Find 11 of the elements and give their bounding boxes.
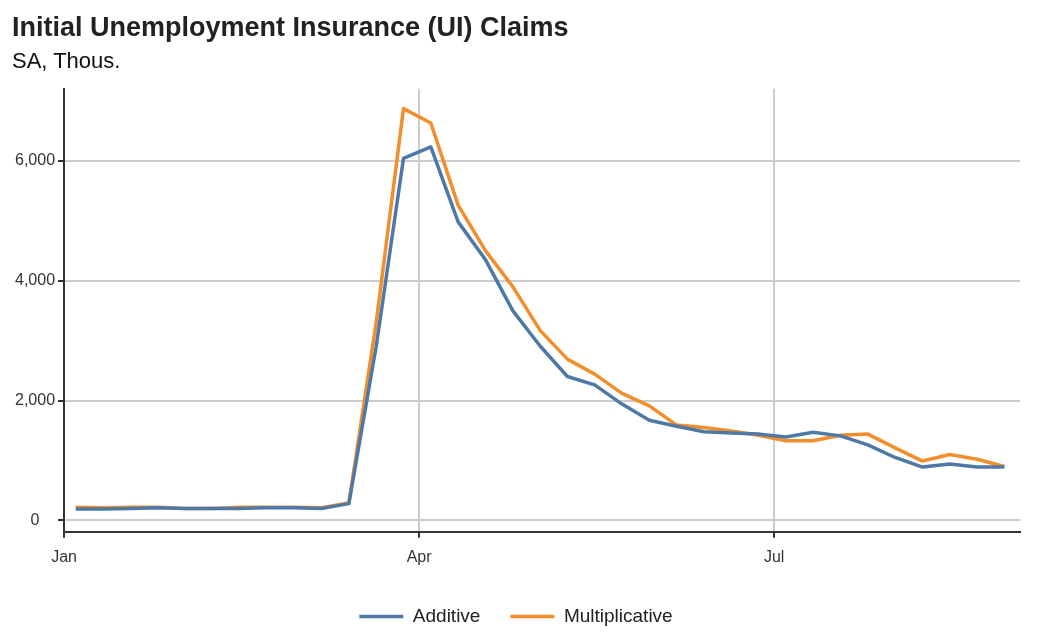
chart-subtitle: SA, Thous. xyxy=(12,47,121,73)
y-tick-label: 2,000 xyxy=(15,390,56,408)
legend-label: Additive xyxy=(412,604,481,626)
chart-title: Initial Unemployment Insurance (UI) Claims xyxy=(12,11,569,42)
legend-label: Multiplicative xyxy=(563,604,673,626)
x-tick-label: Apr xyxy=(406,547,433,565)
y-tick-label: 0 xyxy=(30,510,40,528)
y-tick-label: 6,000 xyxy=(15,151,56,169)
x-tick-label: Jan xyxy=(51,547,77,565)
y-tick-label: 4,000 xyxy=(15,271,56,289)
x-tick-label: Jul xyxy=(763,547,785,565)
